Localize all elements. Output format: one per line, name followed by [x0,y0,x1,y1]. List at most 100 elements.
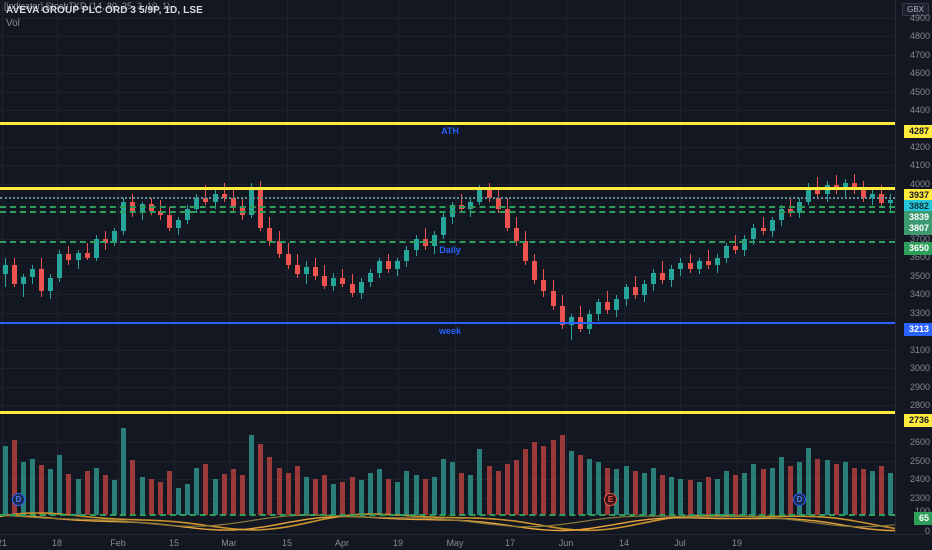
candle-body [222,194,227,198]
candle-body [815,186,820,195]
volume-bar [678,478,683,515]
volume-bar [85,471,90,515]
price-tick: 2300 [909,493,930,503]
volume-bar [532,442,537,515]
horizontal-gridline [0,461,895,462]
vertical-gridline [737,0,738,420]
volume-bar [477,449,482,515]
price-level-line[interactable] [0,411,895,415]
candle-body [240,207,245,215]
price-pane[interactable]: ATH Daily week [0,0,895,420]
price-tick: 3700 [909,234,930,244]
price-tick: 4700 [909,50,930,60]
price-tick: 2500 [909,456,930,466]
vertical-gridline [680,0,681,420]
candle-body [48,278,53,292]
price-tick: 4400 [909,105,930,115]
volume-pane[interactable] [0,420,895,515]
candle-body [605,302,610,310]
candle-body [751,227,756,239]
candle-body [806,186,811,202]
candle-body [633,287,638,295]
candle-body [404,250,409,262]
volume-bar [450,462,455,515]
price-badge[interactable]: 3650 [903,242,932,255]
price-level-line[interactable] [0,205,895,208]
volume-bar [834,464,839,515]
candle-body [843,182,848,191]
candle-body [697,261,702,269]
volume-bar [605,467,610,515]
price-axis[interactable]: GBX 4900 4800 4700 4600 4500 4400 4200 4100 4000… [895,0,932,536]
candle-body [149,204,154,211]
volume-bar [715,478,720,515]
price-badge[interactable]: 3839 [903,211,932,224]
volume-bar [806,447,811,515]
indicator-legend-label[interactable]: [indicator] StochTKD (14, 80, 25, 3, 10,… [4,1,171,11]
volume-bar [149,478,154,515]
volume-bar [797,462,802,515]
candle-body [359,281,364,294]
indicator-pane[interactable] [0,508,895,534]
horizontal-gridline [0,405,895,406]
candle-body [185,209,190,221]
candle-wick [662,261,663,284]
price-level-line[interactable] [0,121,895,125]
time-tick: Jul [674,538,686,548]
volume-bar [395,482,400,515]
candle-wick [607,291,608,314]
dividend-marker-icon[interactable]: D [793,493,806,506]
price-tick: 4100 [909,160,930,170]
price-level-line[interactable] [0,322,895,325]
price-badge[interactable]: 3882 [903,200,932,213]
vertical-gridline [2,0,3,420]
candle-body [57,253,62,279]
price-badge[interactable]: 2736 [903,414,932,427]
stoch-level-line [0,514,895,516]
candle-body [678,263,683,269]
price-badge[interactable]: 4287 [903,125,932,138]
price-level-line[interactable] [0,240,895,243]
volume-bar [688,480,693,515]
volume-bar [3,445,8,515]
time-tick: 19 [731,538,743,548]
volume-bar [286,473,291,515]
horizontal-gridline [0,92,895,93]
candle-wick [224,182,225,202]
candle-body [12,265,17,284]
candle-body [532,261,537,280]
stoch-line [0,514,895,528]
candle-body [706,261,711,266]
volume-bar [194,467,199,515]
candle-body [505,209,510,228]
candle-body [715,257,720,266]
volume-bar [30,458,35,515]
candle-body [304,266,309,275]
candle-wick [461,194,462,213]
price-badge[interactable]: 3213 [903,323,932,336]
candle-body [331,278,336,286]
candle-wick [205,184,206,206]
price-level-line[interactable] [0,187,895,191]
volume-bar [158,482,163,515]
earnings-marker-icon[interactable]: E [604,493,617,506]
price-badge[interactable]: 3807 [903,222,932,235]
horizontal-gridline [0,350,895,351]
vertical-gridline [57,0,58,420]
volume-bar [94,467,99,515]
price-level-line[interactable] [0,197,895,200]
vertical-gridline [174,420,175,515]
price-level-line[interactable] [0,211,895,214]
volume-bar [404,471,409,515]
dividend-marker-icon[interactable]: D [12,493,25,506]
time-axis[interactable]: 21 18 Feb 15 Mar 15 Apr 19 May 17 Jun 14 Jul 19 [0,534,932,550]
time-tick: 19 [392,538,404,548]
price-badge[interactable]: 3937 [903,189,932,202]
volume-bar [240,474,245,515]
candle-body [788,209,793,213]
volume-bar [560,434,565,515]
volume-bar [724,471,729,515]
volume-bar [441,458,446,515]
price-badge[interactable]: 65 [913,512,932,525]
candle-body [870,194,875,198]
